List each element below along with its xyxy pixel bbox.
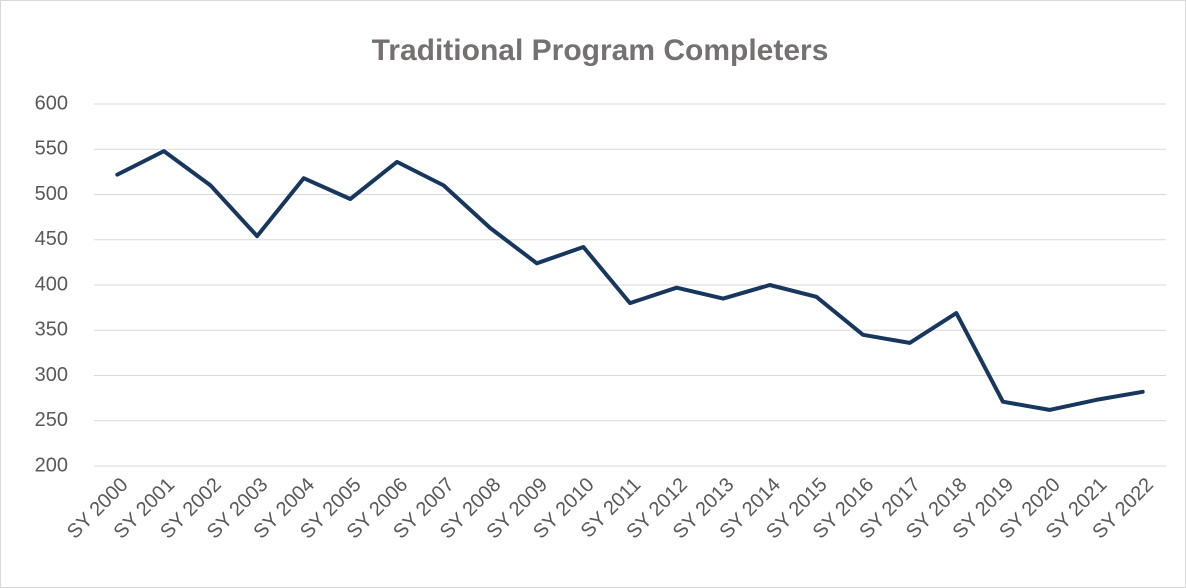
y-tick-label: 350: [35, 319, 68, 341]
y-tick-label: 600: [35, 92, 68, 114]
y-tick-label: 500: [35, 183, 68, 205]
y-tick-label: 300: [35, 364, 68, 386]
chart-title: Traditional Program Completers: [372, 34, 829, 67]
y-tick-label: 200: [35, 454, 68, 476]
y-tick-label: 250: [35, 409, 68, 431]
y-tick-label: 450: [35, 228, 68, 250]
line-series: [115, 149, 1145, 412]
y-tick-label: 400: [35, 273, 68, 295]
y-tick-label: 550: [35, 138, 68, 160]
